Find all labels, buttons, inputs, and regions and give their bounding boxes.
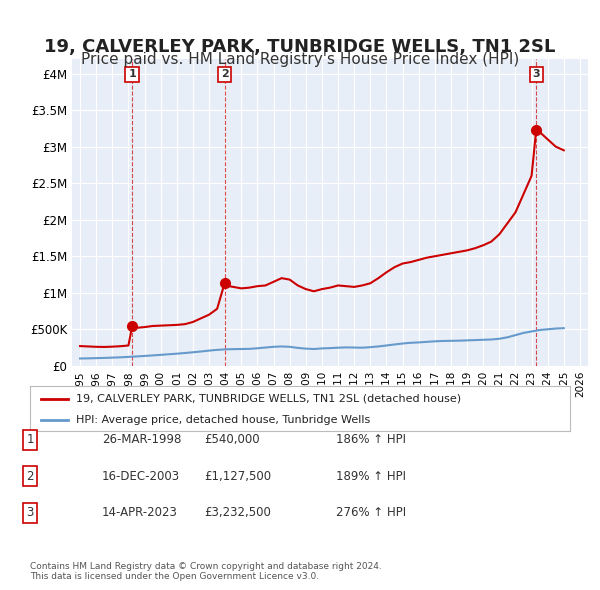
Text: 14-APR-2023: 14-APR-2023 [102,506,178,519]
Text: 2: 2 [221,70,229,79]
Text: 276% ↑ HPI: 276% ↑ HPI [336,506,406,519]
Text: 1: 1 [26,433,34,446]
Text: 189% ↑ HPI: 189% ↑ HPI [336,470,406,483]
Text: 19, CALVERLEY PARK, TUNBRIDGE WELLS, TN1 2SL: 19, CALVERLEY PARK, TUNBRIDGE WELLS, TN1… [44,38,556,57]
Text: 2: 2 [26,470,34,483]
Text: £3,232,500: £3,232,500 [204,506,271,519]
Text: 19, CALVERLEY PARK, TUNBRIDGE WELLS, TN1 2SL (detached house): 19, CALVERLEY PARK, TUNBRIDGE WELLS, TN1… [76,394,461,404]
Text: 3: 3 [26,506,34,519]
Text: Price paid vs. HM Land Registry's House Price Index (HPI): Price paid vs. HM Land Registry's House … [81,52,519,67]
Text: 1: 1 [128,70,136,79]
Text: £540,000: £540,000 [204,433,260,446]
Text: £1,127,500: £1,127,500 [204,470,271,483]
Text: HPI: Average price, detached house, Tunbridge Wells: HPI: Average price, detached house, Tunb… [76,415,370,425]
Text: Contains HM Land Registry data © Crown copyright and database right 2024.
This d: Contains HM Land Registry data © Crown c… [30,562,382,581]
Text: 16-DEC-2003: 16-DEC-2003 [102,470,180,483]
Text: 186% ↑ HPI: 186% ↑ HPI [336,433,406,446]
Text: 3: 3 [532,70,540,79]
Text: 26-MAR-1998: 26-MAR-1998 [102,433,181,446]
